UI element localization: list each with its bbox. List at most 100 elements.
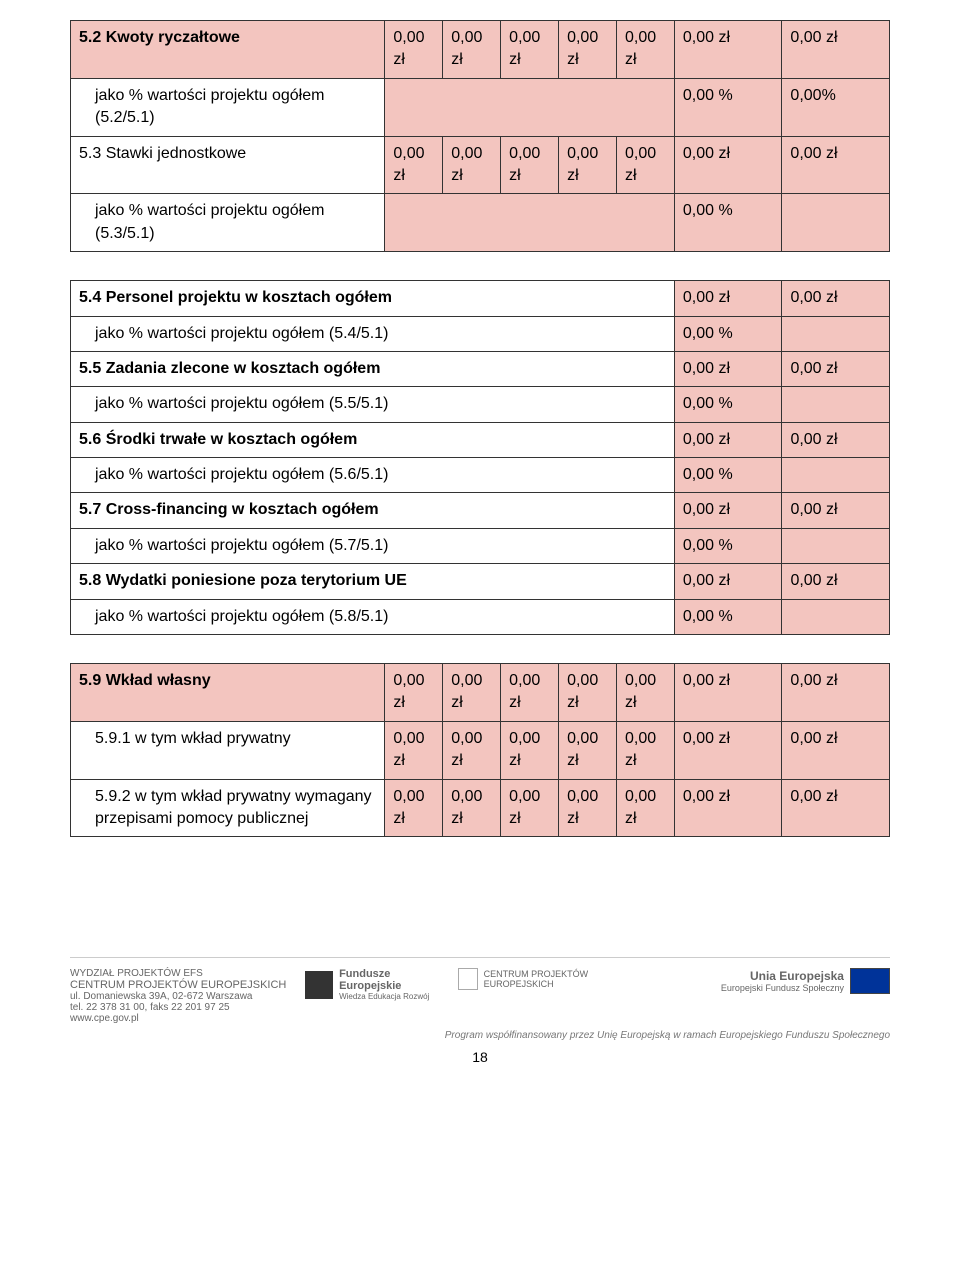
cell-value: 0,00 zł [559, 664, 617, 722]
page-number: 18 [70, 1049, 890, 1065]
cell-value: 0,00 zł [782, 564, 890, 599]
label-5-2-sub: jako % wartości projektu ogółem (5.2/5.1… [71, 78, 385, 136]
label-5-4-sub: jako % wartości projektu ogółem (5.4/5.1… [71, 316, 675, 351]
footer-line: Fundusze [339, 968, 429, 980]
footer-line: CENTRUM PROJEKTÓW EUROPEJSKICH [484, 969, 639, 989]
table-wklad-wlasny: 5.9 Wkład własny 0,00 zł 0,00 zł 0,00 zł… [70, 663, 890, 837]
cell-value: 0,00 zł [674, 779, 782, 837]
cell-empty [782, 458, 890, 493]
cell-value: 0,00 zł [559, 21, 617, 79]
cell-value: 0,00 zł [782, 351, 890, 386]
label-5-9-1: 5.9.1 w tym wkład prywatny [71, 721, 385, 779]
cell-value: 0,00 zł [782, 281, 890, 316]
eu-flag-icon [850, 968, 890, 994]
footer-line: www.cpe.gov.pl [70, 1013, 300, 1024]
footer-fundusze: Fundusze Europejskie Wiedza Edukacja Roz… [305, 968, 453, 1001]
fundusze-logo-icon [305, 971, 333, 999]
cell-value: 0,00 % [674, 458, 782, 493]
cell-value: 0,00 zł [385, 779, 443, 837]
cell-value: 0,00 % [674, 78, 782, 136]
cell-value: 0,00 zł [674, 136, 782, 194]
label-5-3: 5.3 Stawki jednostkowe [71, 136, 385, 194]
cell-value: 0,00 zł [501, 664, 559, 722]
cell-value: 0,00 zł [674, 664, 782, 722]
footer-line: Europejski Fundusz Społeczny [721, 983, 844, 993]
cell-value: 0,00 zł [443, 721, 501, 779]
label-5-5: 5.5 Zadania zlecone w kosztach ogółem [71, 351, 675, 386]
cell-value: 0,00 zł [674, 422, 782, 457]
footer-address: WYDZIAŁ PROJEKTÓW EFS CENTRUM PROJEKTÓW … [70, 968, 300, 1024]
label-5-2: 5.2 Kwoty ryczałtowe [71, 21, 385, 79]
cell-value: 0,00 zł [782, 664, 890, 722]
cell-value: 0,00 zł [559, 779, 617, 837]
cell-value: 0,00 zł [443, 779, 501, 837]
cell-empty [782, 194, 890, 252]
cell-value: 0,00 zł [443, 21, 501, 79]
footer-line: Europejskie [339, 980, 429, 992]
label-5-9-2: 5.9.2 w tym wkład prywatny wymagany prze… [71, 779, 385, 837]
footer-line: Unia Europejska [721, 969, 844, 983]
label-5-9: 5.9 Wkład własny [71, 664, 385, 722]
cell-value: 0,00 % [674, 194, 782, 252]
cell-value: 0,00 zł [385, 136, 443, 194]
cell-value: 0,00 zł [782, 779, 890, 837]
label-5-6: 5.6 Środki trwałe w kosztach ogółem [71, 422, 675, 457]
label-5-5-sub: jako % wartości projektu ogółem (5.5/5.1… [71, 387, 675, 422]
cell-value: 0,00 % [674, 387, 782, 422]
cell-value: 0,00 zł [501, 721, 559, 779]
cell-value: 0,00 % [674, 599, 782, 634]
cell-value: 0,00 zł [674, 493, 782, 528]
label-5-8: 5.8 Wydatki poniesione poza terytorium U… [71, 564, 675, 599]
footer-eu: Unia Europejska Europejski Fundusz Społe… [644, 968, 890, 994]
footer-line: Wiedza Edukacja Rozwój [339, 992, 429, 1001]
cell-empty [385, 78, 675, 136]
table-ryczalt-stawki: 5.2 Kwoty ryczałtowe 0,00 zł 0,00 zł 0,0… [70, 20, 890, 252]
cell-value: 0,00 zł [501, 21, 559, 79]
label-5-3-sub: jako % wartości projektu ogółem (5.3/5.1… [71, 194, 385, 252]
cell-value: 0,00 zł [674, 721, 782, 779]
cell-value: 0,00 zł [674, 281, 782, 316]
label-5-4: 5.4 Personel projektu w kosztach ogółem [71, 281, 675, 316]
cell-value: 0,00 zł [616, 721, 674, 779]
cell-value: 0,00 zł [782, 136, 890, 194]
cell-value: 0,00 % [674, 528, 782, 563]
footer-line: ul. Domaniewska 39A, 02-672 Warszawa [70, 991, 300, 1002]
cell-value: 0,00 zł [674, 564, 782, 599]
cell-value: 0,00 zł [782, 21, 890, 79]
cell-empty [782, 387, 890, 422]
footer-cpe: CENTRUM PROJEKTÓW EUROPEJSKICH [458, 968, 638, 990]
label-5-8-sub: jako % wartości projektu ogółem (5.8/5.1… [71, 599, 675, 634]
cell-value: 0,00 zł [501, 136, 559, 194]
cell-value: 0,00 % [674, 316, 782, 351]
footer-line: WYDZIAŁ PROJEKTÓW EFS [70, 968, 300, 979]
cell-value: 0,00 zł [443, 664, 501, 722]
label-5-7-sub: jako % wartości projektu ogółem (5.7/5.1… [71, 528, 675, 563]
cell-empty [782, 316, 890, 351]
cell-value: 0,00 zł [782, 493, 890, 528]
cell-empty [385, 194, 675, 252]
cell-value: 0,00 zł [385, 664, 443, 722]
cell-value: 0,00 zł [501, 779, 559, 837]
footer-line: tel. 22 378 31 00, faks 22 201 97 25 [70, 1002, 300, 1013]
cell-value: 0,00 zł [385, 721, 443, 779]
footer-cofinance-note: Program współfinansowany przez Unię Euro… [70, 1030, 890, 1041]
cell-value: 0,00 zł [443, 136, 501, 194]
cpe-logo-icon [458, 968, 478, 990]
table-koszty-ogolem: 5.4 Personel projektu w kosztach ogółem … [70, 280, 890, 635]
cell-value: 0,00 zł [616, 136, 674, 194]
cell-value: 0,00 zł [782, 422, 890, 457]
label-5-6-sub: jako % wartości projektu ogółem (5.6/5.1… [71, 458, 675, 493]
cell-empty [782, 528, 890, 563]
page-footer: WYDZIAŁ PROJEKTÓW EFS CENTRUM PROJEKTÓW … [70, 957, 890, 1024]
footer-line: CENTRUM PROJEKTÓW EUROPEJSKICH [70, 979, 300, 991]
cell-value: 0,00 zł [616, 779, 674, 837]
cell-value: 0,00 zł [385, 21, 443, 79]
cell-value: 0,00 zł [616, 664, 674, 722]
cell-value: 0,00 zł [674, 21, 782, 79]
cell-value: 0,00 zł [559, 136, 617, 194]
cell-value: 0,00 zł [782, 721, 890, 779]
cell-value: 0,00 zł [559, 721, 617, 779]
cell-empty [782, 599, 890, 634]
cell-value: 0,00% [782, 78, 890, 136]
cell-value: 0,00 zł [616, 21, 674, 79]
